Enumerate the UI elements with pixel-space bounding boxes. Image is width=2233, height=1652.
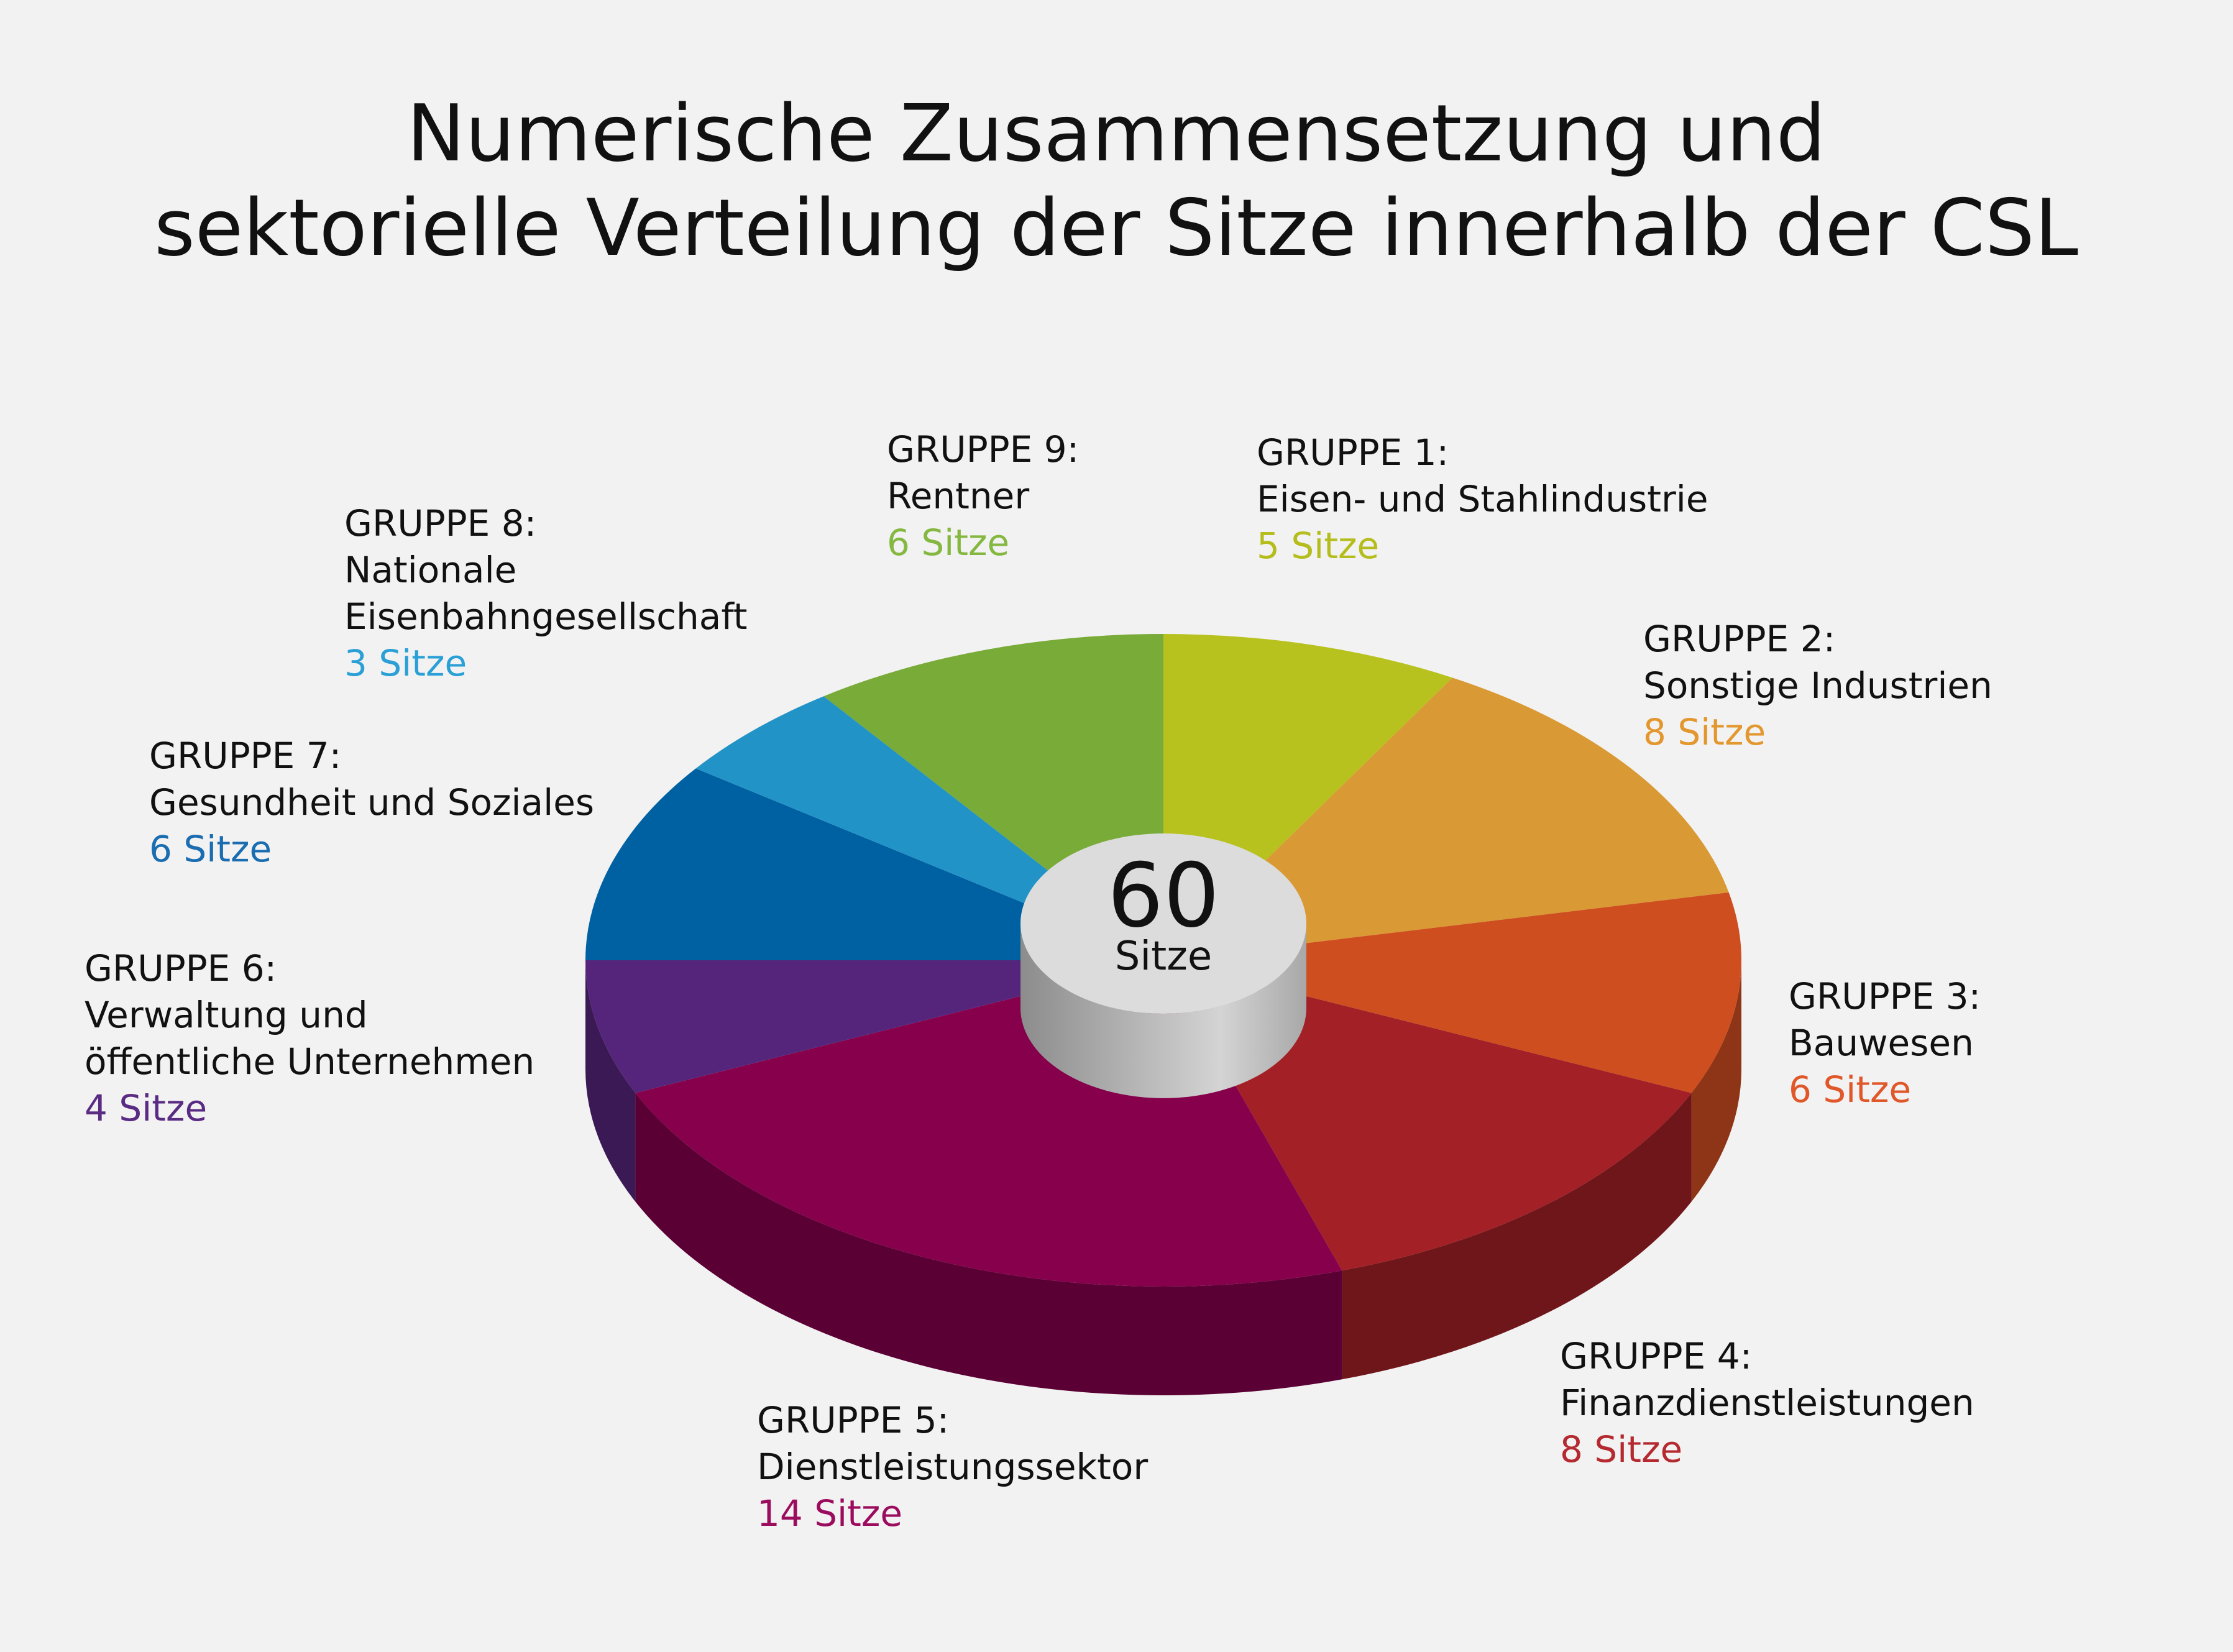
pie-slice-group-7 <box>585 768 1163 960</box>
slice-label-group-name: GRUPPE 5: <box>757 1399 949 1441</box>
pie-slice-side-group-3 <box>1691 960 1741 1202</box>
pie-slice-group-2 <box>1163 677 1729 960</box>
slice-label-sector-name: Dienstleistungssektor <box>757 1446 1148 1488</box>
slice-label-seat-count: 6 Sitze <box>149 828 272 870</box>
pie-slice-side-group-6 <box>585 960 636 1202</box>
center-hub-side <box>1020 924 1306 1098</box>
slice-label-group-name: GRUPPE 1: <box>1257 431 1449 474</box>
slice-label-group-name: GRUPPE 3: <box>1789 975 1981 1017</box>
slice-label-sector-name: Rentner <box>887 475 1029 517</box>
pie-slice-side-group-5 <box>635 1093 1342 1395</box>
slice-label-sector-name: Nationale <box>344 549 516 591</box>
center-total-value: 60 <box>1107 845 1220 947</box>
pie-slice-side-group-4 <box>1342 1093 1692 1380</box>
slice-label-seat-count: 6 Sitze <box>1789 1068 1911 1111</box>
pie-slice-group-6 <box>585 960 1163 1093</box>
chart-title: Numerische Zusammensetzung und sektoriel… <box>154 88 2078 273</box>
slice-label-group-name: GRUPPE 9: <box>887 428 1079 470</box>
slice-label-sector-name: Eisen- und Stahlindustrie <box>1257 478 1708 520</box>
slice-label-sector-name: Sonstige Industrien <box>1643 664 1992 707</box>
slice-label-sector-name: Gesundheit und Soziales <box>149 781 594 824</box>
slice-label-sector-name: Verwaltung und <box>85 994 368 1036</box>
slice-labels: GRUPPE 1:Eisen- und Stahlindustrie 5 Sitz… <box>85 428 1992 1535</box>
slice-label-group-1: GRUPPE 1:Eisen- und Stahlindustrie 5 Sitz… <box>1257 431 1708 567</box>
slice-label-seat-count: 6 Sitze <box>887 521 1009 564</box>
slice-label-seat-count: 4 Sitze <box>85 1087 207 1129</box>
slice-label-group-name: GRUPPE 8: <box>344 502 536 544</box>
center-hub: 60 Sitze <box>1020 833 1306 1098</box>
slice-label-seat-count: 3 Sitze <box>344 642 467 684</box>
slice-label-seat-count: 5 Sitze <box>1257 525 1379 567</box>
chart-title-line-1: Numerische Zusammensetzung und <box>406 88 1826 179</box>
slice-label-group-name: GRUPPE 7: <box>149 735 341 777</box>
slice-label-group-name: GRUPPE 6: <box>85 947 277 989</box>
chart-title-line-2: sektorielle Verteilung der Sitze innerha… <box>154 182 2078 273</box>
slice-label-sector-name: Eisenbahngesellschaft <box>344 595 747 638</box>
pie-slice-group-3 <box>1163 892 1741 1093</box>
slice-label-seat-count: 8 Sitze <box>1643 711 1766 753</box>
slice-label-group-name: GRUPPE 2: <box>1643 618 1835 660</box>
slice-label-sector-name: Finanzdienstleistungen <box>1560 1382 1974 1424</box>
slice-label-sector-name: öffentliche Unternehmen <box>85 1040 534 1083</box>
slice-label-group-name: GRUPPE 4: <box>1560 1335 1752 1377</box>
pie-sides <box>585 960 1741 1395</box>
slice-label-seat-count: 14 Sitze <box>757 1492 902 1535</box>
center-hub-top <box>1020 833 1306 1014</box>
slice-label-group-8: GRUPPE 8: NationaleEisenbahngesellschaft3… <box>344 502 747 684</box>
slice-label-seat-count: 8 Sitze <box>1560 1428 1682 1471</box>
center-total-label: Sitze <box>1115 934 1212 980</box>
slice-label-sector-name: Bauwesen <box>1789 1022 1974 1064</box>
